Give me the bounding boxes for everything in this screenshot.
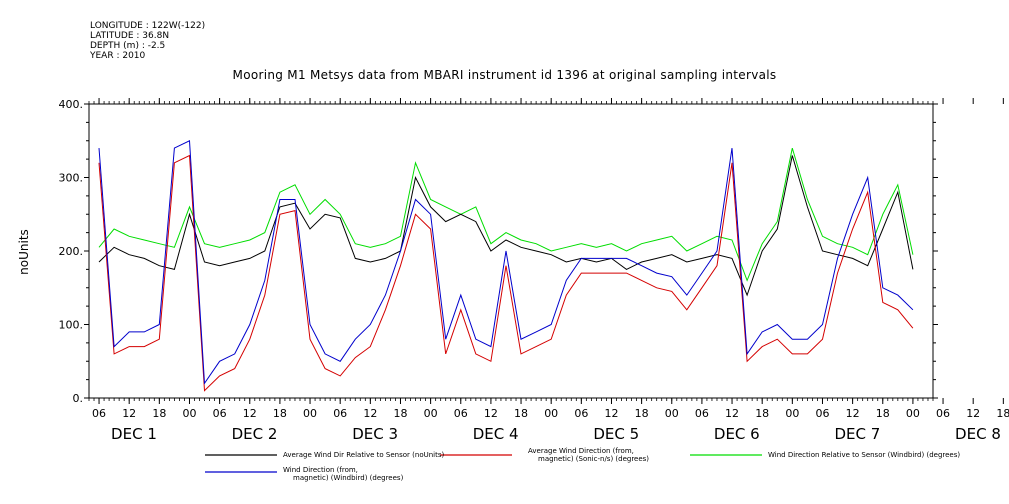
series-line-2 xyxy=(98,147,914,282)
x-tick-label: 06 xyxy=(815,407,829,420)
x-tick-label: 18 xyxy=(755,407,769,420)
x-day-label: DEC 6 xyxy=(714,425,760,443)
legend xyxy=(205,454,762,473)
x-tick-label: 06 xyxy=(454,407,468,420)
legend-entry-label: Wind Direction (from, magnetic) (Windbird… xyxy=(283,466,403,482)
chart-title: Mooring M1 Metsys data from MBARI instru… xyxy=(232,68,777,82)
x-tick-label: 12 xyxy=(725,407,739,420)
x-tick-label: 18 xyxy=(996,407,1009,420)
meta-depth: DEPTH (m) : -2.5 xyxy=(90,41,166,51)
legend-entry-label: Wind Direction Relative to Sensor (Windb… xyxy=(768,451,960,459)
meta-latitude: LATITUDE : 36.8N xyxy=(90,31,170,41)
legend-entry-line: magnetic) (Windbird) (degrees) xyxy=(293,474,404,482)
x-tick-label: 00 xyxy=(665,407,679,420)
x-tick-label: 12 xyxy=(484,407,498,420)
x-tick-label: 12 xyxy=(846,407,860,420)
x-day-label: DEC 1 xyxy=(111,425,157,443)
y-tick-label: 100. xyxy=(59,319,84,332)
series-line-0 xyxy=(98,155,914,297)
meta-longitude: LONGITUDE : 122W(-122) xyxy=(90,21,206,31)
x-tick-label: 06 xyxy=(574,407,588,420)
legend-entry-line: Wind Direction (from, xyxy=(283,466,358,474)
y-tick-label: 300. xyxy=(59,172,84,185)
x-tick-label: 12 xyxy=(363,407,377,420)
x-tick-label: 00 xyxy=(182,407,196,420)
x-tick-label: 06 xyxy=(695,407,709,420)
x-tick-label: 18 xyxy=(152,407,166,420)
x-tick-label: 12 xyxy=(243,407,257,420)
y-tick-label: 200. xyxy=(59,245,84,258)
x-tick-label: 00 xyxy=(785,407,799,420)
x-tick-label: 18 xyxy=(514,407,528,420)
x-tick-label: 00 xyxy=(544,407,558,420)
legend-entry-label: Average Wind Direction (from, magnetic) (… xyxy=(528,447,649,463)
x-day-label: DEC 7 xyxy=(834,425,880,443)
x-tick-label: 18 xyxy=(635,407,649,420)
meta-year: YEAR : 2010 xyxy=(90,51,146,61)
x-tick-label: 00 xyxy=(424,407,438,420)
x-tick-label: 12 xyxy=(966,407,980,420)
y-tick-label: 400. xyxy=(59,98,84,111)
x-day-label: DEC 2 xyxy=(232,425,278,443)
series-line-3 xyxy=(98,140,914,385)
x-tick-label: 12 xyxy=(122,407,136,420)
series-line-1 xyxy=(98,154,914,392)
x-tick-label: 00 xyxy=(303,407,317,420)
x-tick-label: 00 xyxy=(906,407,920,420)
legend-entry-line: Average Wind Dir Relative to Sensor (noU… xyxy=(283,451,445,459)
x-tick-label: 06 xyxy=(333,407,347,420)
legend-entry-line: Wind Direction Relative to Sensor (Windb… xyxy=(768,451,961,459)
x-day-label: DEC 4 xyxy=(473,425,519,443)
legend-entry-line: Average Wind Direction (from, xyxy=(528,447,634,455)
x-tick-label: 12 xyxy=(604,407,618,420)
x-tick-label: 06 xyxy=(936,407,950,420)
y-tick-label: 0. xyxy=(73,392,84,405)
x-tick-label: 18 xyxy=(393,407,407,420)
x-tick-label: 18 xyxy=(273,407,287,420)
x-day-label: DEC 8 xyxy=(955,425,1001,443)
x-tick-label: 18 xyxy=(876,407,890,420)
axes-layer: 0. 100. 200. 300. 400. 06 12 18 00 06 12 18 00 06 12 18… xyxy=(59,98,1009,443)
x-day-label: DEC 3 xyxy=(352,425,398,443)
x-tick-label: 06 xyxy=(92,407,106,420)
x-tick-label: 06 xyxy=(213,407,227,420)
legend-entry-label: Average Wind Dir Relative to Sensor (noU… xyxy=(283,451,444,459)
x-day-label: DEC 5 xyxy=(593,425,639,443)
legend-entry-line: magnetic) (Sonic-n/s) (degrees) xyxy=(538,455,650,463)
series-layer xyxy=(98,140,914,392)
